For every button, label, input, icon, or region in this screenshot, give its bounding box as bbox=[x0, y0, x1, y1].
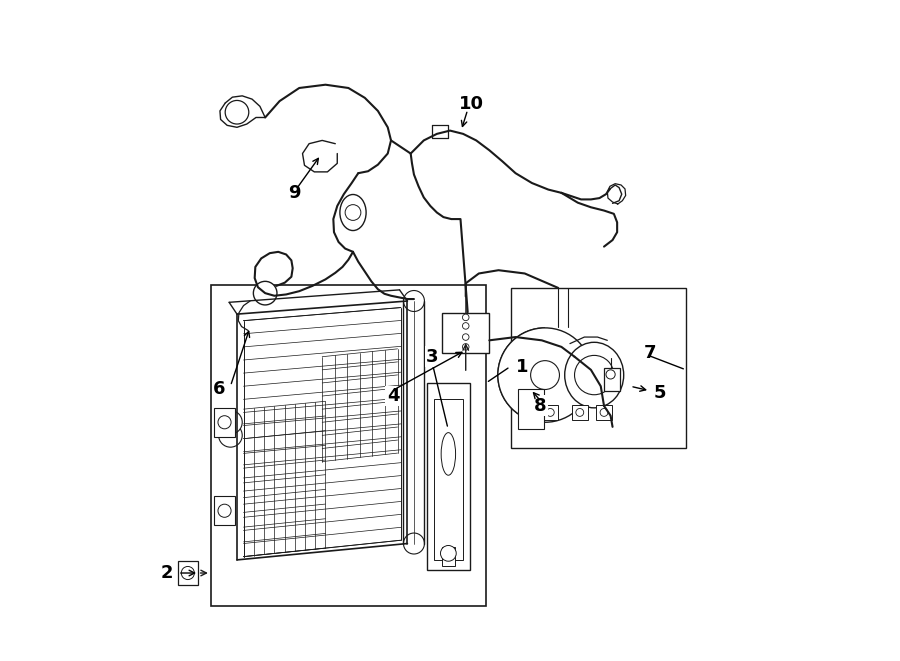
Text: 6: 6 bbox=[213, 381, 226, 399]
Text: 10: 10 bbox=[459, 95, 484, 114]
Circle shape bbox=[574, 356, 614, 395]
Bar bbox=[442, 547, 454, 566]
Circle shape bbox=[463, 314, 469, 321]
Bar bbox=[178, 561, 198, 585]
Circle shape bbox=[403, 291, 425, 311]
Ellipse shape bbox=[340, 194, 366, 231]
Circle shape bbox=[218, 504, 231, 518]
Circle shape bbox=[600, 408, 608, 416]
Circle shape bbox=[463, 323, 469, 329]
Circle shape bbox=[463, 344, 469, 350]
Ellipse shape bbox=[441, 432, 455, 475]
Circle shape bbox=[218, 416, 231, 429]
Bar bbox=[442, 313, 490, 354]
Circle shape bbox=[181, 566, 194, 580]
Bar bbox=[543, 405, 558, 420]
Bar bbox=[596, 405, 612, 420]
Text: 5: 5 bbox=[653, 384, 666, 402]
Circle shape bbox=[219, 410, 242, 434]
Circle shape bbox=[606, 369, 616, 379]
Bar bbox=[434, 399, 464, 560]
Circle shape bbox=[576, 408, 584, 416]
Circle shape bbox=[225, 100, 248, 124]
Text: 3: 3 bbox=[426, 348, 438, 366]
Circle shape bbox=[546, 408, 554, 416]
Circle shape bbox=[531, 361, 560, 389]
Circle shape bbox=[403, 533, 425, 554]
Text: 2: 2 bbox=[160, 564, 173, 582]
Text: 9: 9 bbox=[288, 184, 301, 202]
Circle shape bbox=[219, 424, 242, 447]
Circle shape bbox=[345, 205, 361, 220]
Circle shape bbox=[254, 282, 277, 305]
Circle shape bbox=[440, 545, 456, 561]
Bar bbox=[572, 405, 588, 420]
Circle shape bbox=[498, 328, 592, 422]
Text: 7: 7 bbox=[644, 344, 656, 362]
Text: 4: 4 bbox=[387, 387, 400, 405]
Bar bbox=[604, 368, 620, 391]
Bar bbox=[214, 496, 235, 525]
Ellipse shape bbox=[564, 342, 624, 408]
Bar bbox=[428, 383, 470, 570]
Bar bbox=[211, 285, 486, 605]
Bar bbox=[511, 288, 686, 448]
Circle shape bbox=[463, 334, 469, 340]
Text: 8: 8 bbox=[534, 397, 547, 415]
Bar bbox=[518, 389, 544, 429]
Bar bbox=[214, 408, 235, 437]
Text: 1: 1 bbox=[516, 358, 528, 375]
